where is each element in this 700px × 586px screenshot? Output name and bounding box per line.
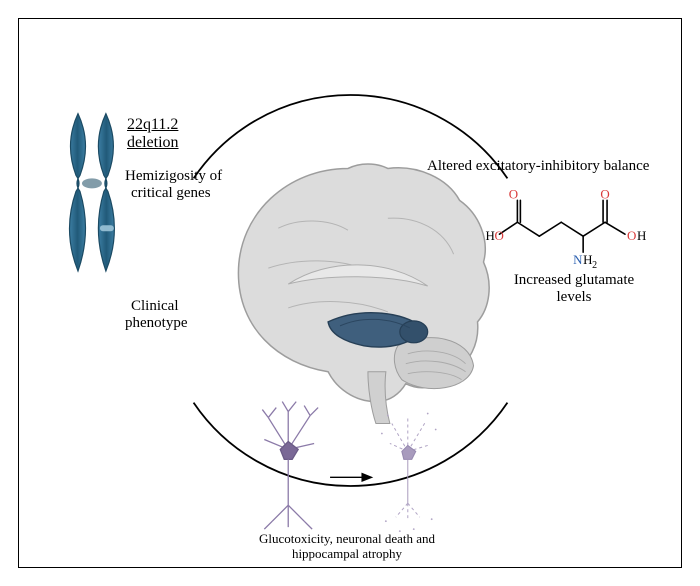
hemi-l1: Hemizigosity of [125,167,222,185]
title-22q-l2: deletion [127,133,179,152]
clinical-l2: phenotype [125,314,187,332]
balance-label: Altered excitatory-inhibitory balance [427,157,649,175]
glut-l1: Increased glutamate [499,271,649,289]
hemi-l2: critical genes [131,184,211,202]
neuron-arrow [330,473,372,481]
title-22q-l1: 22q11.2 [127,115,178,134]
glut-l2: levels [499,288,649,306]
diagram-frame: H O O O O H N H 2 [18,18,682,568]
neuron-healthy [262,402,318,530]
neuron-atrophied [381,413,437,532]
clinical-l1: Clinical [131,297,179,315]
bottom-l1: Glucotoxicity, neuronal death and [227,531,467,547]
bottom-l2: hippocampal atrophy [227,546,467,562]
